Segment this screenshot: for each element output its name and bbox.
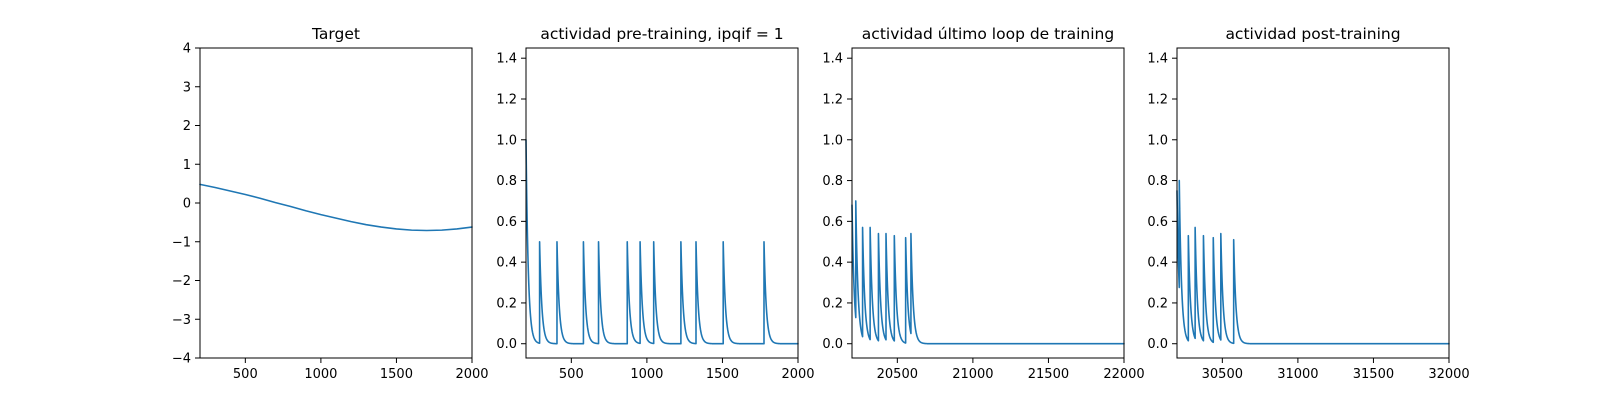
y-tick-label-last-training-loop: 0.0 <box>822 337 843 352</box>
y-axis-post-training: 0.0 0.2 0.4 0.6 0.8 1.0 1.2 1.4 <box>1147 52 1177 352</box>
panel-title-post-training: actividad post-training <box>1225 25 1400 43</box>
x-axis-pre-training: 500 1000 1500 2000 <box>559 358 815 382</box>
y-tick-label-last-training-loop: 1.0 <box>822 133 843 148</box>
y-tick-label-target: 4 <box>183 42 191 57</box>
panel-title-target: Target <box>311 25 360 43</box>
series-group-target <box>199 183 473 232</box>
y-tick-label-post-training: 1.0 <box>1147 133 1168 148</box>
x-axis-post-training: 30500 31000 31500 32000 <box>1202 358 1470 382</box>
x-tick-label-post-training: 31000 <box>1277 367 1318 382</box>
plot-frame-target <box>199 47 473 359</box>
y-tick-label-target: −3 <box>172 313 191 328</box>
x-tick-label-post-training: 31500 <box>1353 367 1394 382</box>
x-tick-label-pre-training: 1500 <box>706 367 739 382</box>
y-tick-label-pre-training: 0.4 <box>496 256 517 271</box>
y-tick-label-target: 0 <box>183 197 191 212</box>
series-group-pre-training <box>525 138 799 345</box>
y-tick-label-target: 3 <box>183 80 191 95</box>
panel-target: Target 500 1000 1500 2000 −4 −3 −2 −1 0 1 2 3 4 <box>172 25 489 382</box>
x-tick-label-pre-training: 2000 <box>781 367 814 382</box>
panel-pre-training: actividad pre-training, ipqif = 1 500 100… <box>496 25 814 382</box>
y-tick-label-last-training-loop: 0.2 <box>822 296 843 311</box>
x-axis-last-training-loop: 20500 21000 21500 22000 <box>877 358 1145 382</box>
x-tick-label-target: 2000 <box>455 367 488 382</box>
x-tick-label-post-training: 32000 <box>1428 367 1469 382</box>
y-tick-label-target: −2 <box>172 274 191 289</box>
x-tick-label-last-training-loop: 20500 <box>877 367 918 382</box>
y-axis-last-training-loop: 0.0 0.2 0.4 0.6 0.8 1.0 1.2 1.4 <box>822 52 852 352</box>
series-group-post-training <box>1176 179 1450 345</box>
series-line-target <box>199 183 473 232</box>
x-tick-label-last-training-loop: 22000 <box>1103 367 1144 382</box>
panel-title-pre-training: actividad pre-training, ipqif = 1 <box>540 25 783 43</box>
y-tick-label-target: 1 <box>183 158 191 173</box>
y-tick-label-pre-training: 1.2 <box>496 92 517 107</box>
y-tick-label-post-training: 1.4 <box>1147 52 1168 67</box>
x-tick-label-last-training-loop: 21500 <box>1028 367 1069 382</box>
y-tick-label-last-training-loop: 1.2 <box>822 92 843 107</box>
series-group-last-training-loop <box>851 200 1125 345</box>
y-axis-target: −4 −3 −2 −1 0 1 2 3 4 <box>172 42 200 367</box>
x-tick-label-target: 1500 <box>380 367 413 382</box>
y-tick-label-post-training: 1.2 <box>1147 92 1168 107</box>
y-tick-label-pre-training: 1.4 <box>496 52 517 67</box>
y-tick-label-pre-training: 0.8 <box>496 174 517 189</box>
y-tick-label-pre-training: 0.6 <box>496 215 517 230</box>
series-line-last-training-loop <box>851 200 1125 345</box>
y-tick-label-pre-training: 1.0 <box>496 133 517 148</box>
y-tick-label-post-training: 0.6 <box>1147 215 1168 230</box>
x-axis-target: 500 1000 1500 2000 <box>233 358 489 382</box>
y-tick-label-target: −4 <box>172 352 191 367</box>
x-tick-label-pre-training: 1000 <box>630 367 663 382</box>
y-tick-label-post-training: 0.8 <box>1147 174 1168 189</box>
y-tick-label-target: −1 <box>172 235 191 250</box>
y-axis-pre-training: 0.0 0.2 0.4 0.6 0.8 1.0 1.2 1.4 <box>496 52 526 352</box>
plot-frame-post-training <box>1176 47 1450 359</box>
panel-last-training-loop: actividad último loop de training 20500 2… <box>822 25 1144 382</box>
panel-post-training: actividad post-training 30500 31000 31500 3… <box>1147 25 1469 382</box>
y-tick-label-post-training: 0.2 <box>1147 296 1168 311</box>
y-tick-label-last-training-loop: 1.4 <box>822 52 843 67</box>
y-tick-label-pre-training: 0.2 <box>496 296 517 311</box>
y-tick-label-post-training: 0.4 <box>1147 256 1168 271</box>
x-tick-label-last-training-loop: 21000 <box>952 367 993 382</box>
x-tick-label-target: 500 <box>233 367 258 382</box>
plot-frame-pre-training <box>525 47 799 359</box>
panel-title-last-training-loop: actividad último loop de training <box>862 25 1114 43</box>
series-line-pre-training <box>525 138 799 345</box>
y-tick-label-pre-training: 0.0 <box>496 337 517 352</box>
x-tick-label-target: 1000 <box>304 367 337 382</box>
y-tick-label-post-training: 0.0 <box>1147 337 1168 352</box>
plot-frame-last-training-loop <box>851 47 1125 359</box>
y-tick-label-target: 2 <box>183 119 191 134</box>
series-line-post-training <box>1176 179 1450 345</box>
x-tick-label-pre-training: 500 <box>559 367 584 382</box>
y-tick-label-last-training-loop: 0.4 <box>822 256 843 271</box>
x-tick-label-post-training: 30500 <box>1202 367 1243 382</box>
y-tick-label-last-training-loop: 0.8 <box>822 174 843 189</box>
y-tick-label-last-training-loop: 0.6 <box>822 215 843 230</box>
